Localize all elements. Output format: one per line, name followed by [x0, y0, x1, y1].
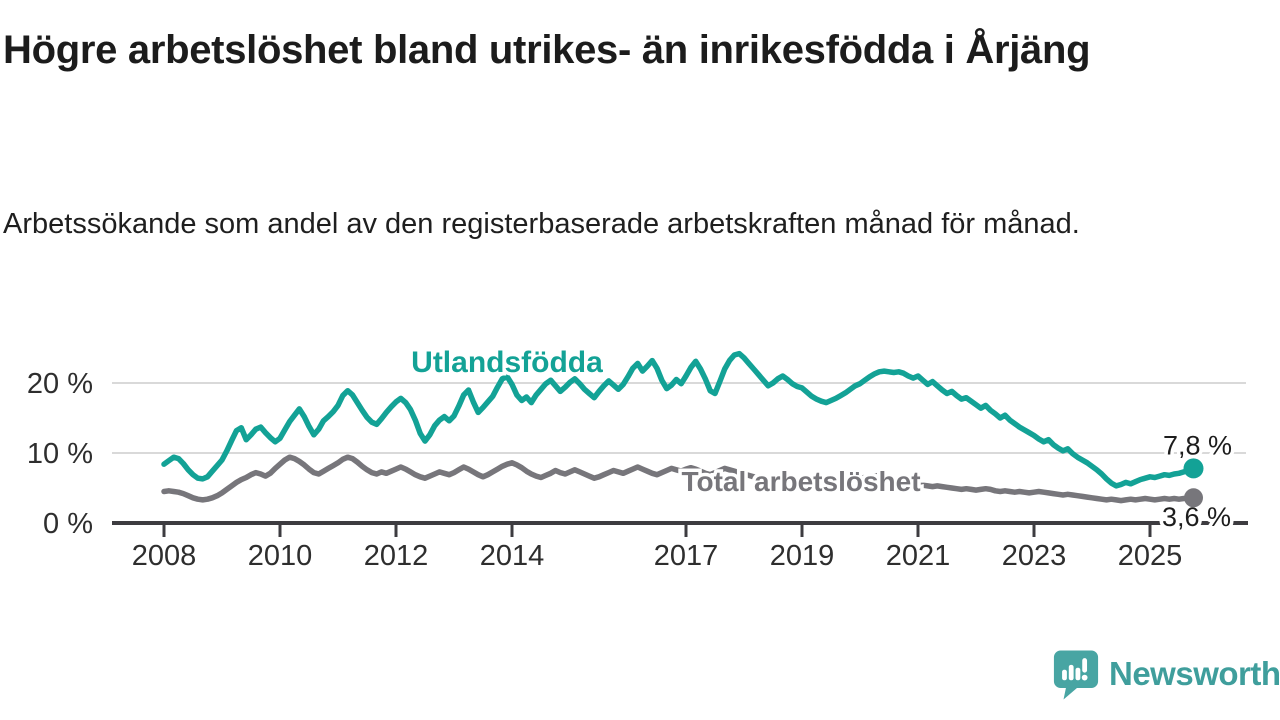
series-line-total-arbetsl-shet: [161, 454, 1197, 504]
series-end-dot: [1183, 458, 1204, 479]
x-axis-tick-label: 2012: [364, 540, 429, 572]
logo-bars-icon: [1062, 658, 1088, 681]
axes: 0 % 10 % 20 % 2008 2010 2012 2014 2017 2019 2021 2…: [27, 368, 1248, 572]
x-axis-tick-label: 2025: [1118, 540, 1183, 572]
series-label: Utlandsfödda: [411, 346, 603, 379]
series-lines: [161, 350, 1197, 504]
gridlines: [112, 382, 1246, 454]
series-line-utlandsf-dda: [161, 350, 1197, 489]
newsworthy-logo: Newsworthy: [1052, 648, 1280, 701]
y-axis-tick-label: 20 %: [27, 368, 93, 400]
end-value-label: 7,8 %: [1163, 430, 1232, 460]
newsworthy-logo-icon: [1053, 650, 1099, 700]
series-end-dot: [1184, 488, 1203, 508]
y-axis-tick-label: 0 %: [43, 508, 93, 540]
y-axis-tick-label: 10 %: [27, 438, 93, 470]
chart-subtitle: Arbetssökande som andel av den registerb…: [3, 208, 1080, 240]
x-axis-tick-label: 2023: [1002, 540, 1067, 572]
x-axis-tick-label: 2014: [480, 540, 545, 572]
newsworthy-wordmark: Newsworthy: [1109, 655, 1280, 692]
x-axis-tick-label: 2019: [770, 540, 835, 572]
x-axis-tick-label: 2008: [132, 540, 197, 572]
page-title: Högre arbetslöshet bland utrikes- än inr…: [3, 28, 1091, 72]
x-axis-tick-label: 2021: [886, 540, 951, 572]
x-axis-tick-label: 2017: [654, 540, 719, 572]
x-axis-tick-label: 2010: [248, 540, 313, 572]
unemployment-line-chart: 0 % 10 % 20 % 2008 2010 2012 2014 2017 2019 2021 2…: [26, 343, 1248, 572]
series-label: Total arbetslöshet: [681, 466, 920, 497]
